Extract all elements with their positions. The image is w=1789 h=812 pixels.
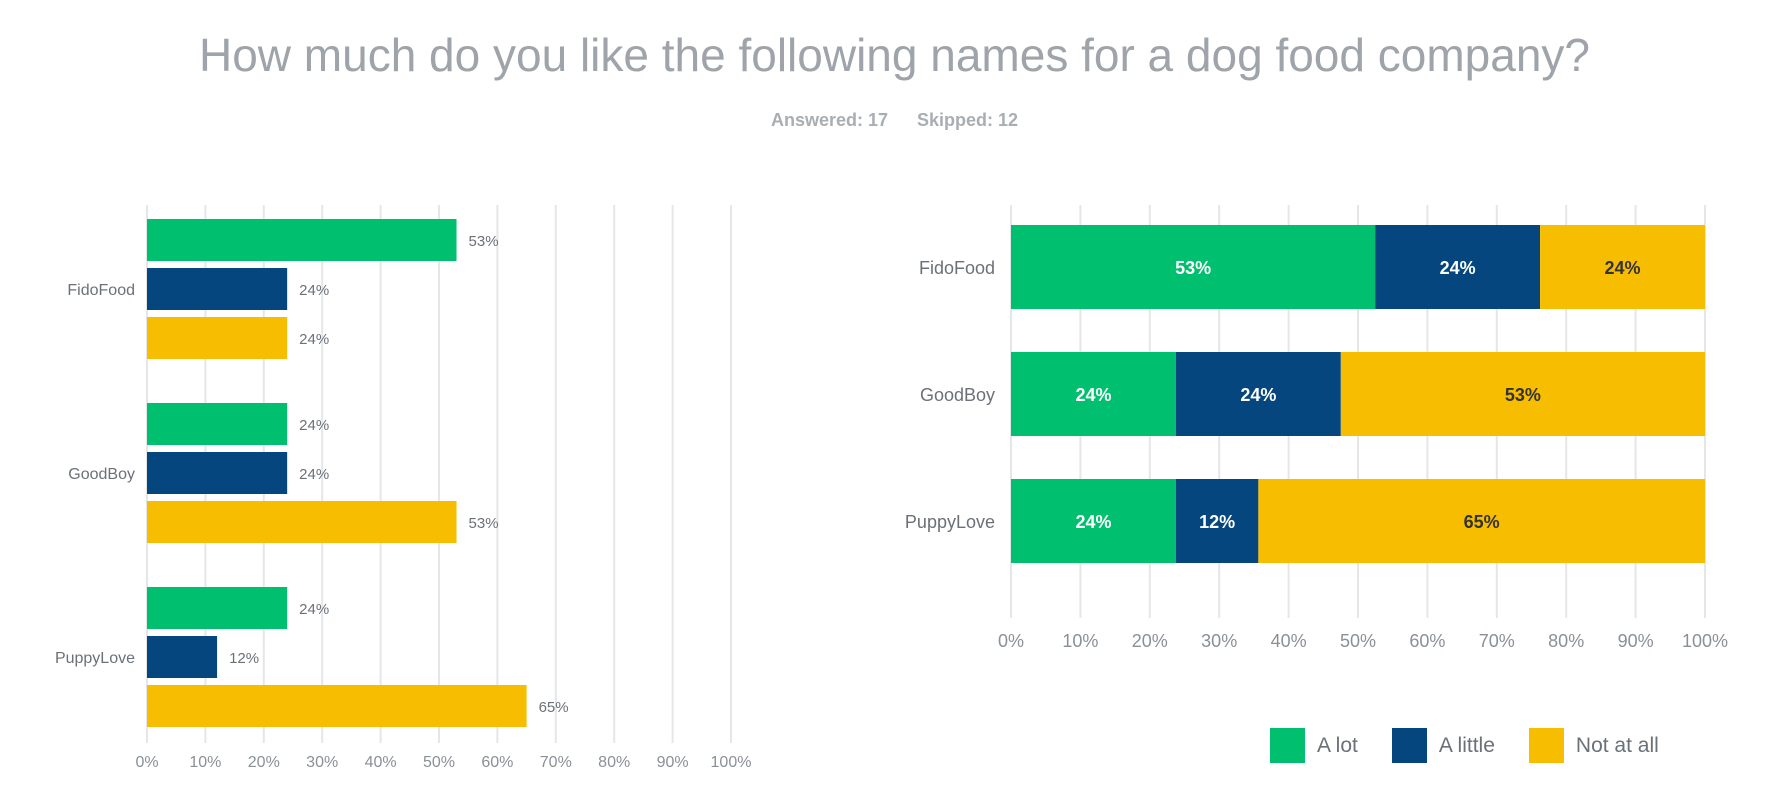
bar-a-lot [147,219,457,261]
answered-count: Answered: 17 [770,110,888,130]
category-label: PuppyLove [905,512,995,532]
segment-a-lot [1011,479,1176,563]
legend-swatch-a-lot [1270,728,1305,763]
bar-not-at-all [147,317,288,359]
data-label: 53% [469,233,499,250]
bar-a-little [147,268,288,310]
category-label: FidoFood [67,282,135,299]
legend-swatch-a-little [1391,728,1427,763]
bar-a-lot [147,403,288,445]
x-tick-label: 90% [1618,631,1654,651]
data-label: 12% [229,650,259,667]
x-tick-label: 30% [306,754,338,771]
data-label: 65% [1464,512,1500,532]
x-tick-label: 70% [1479,631,1515,651]
chart-title: How much do you like the following names… [198,29,1590,81]
data-label: 53% [469,515,499,532]
segment-not-at-all [1540,225,1705,309]
bar-a-lot [147,587,288,629]
x-tick-label: 60% [1409,631,1445,651]
category-label: PuppyLove [55,650,135,667]
category-label: FidoFood [919,258,995,278]
x-tick-label: 80% [598,754,630,771]
data-label: 24% [1440,258,1476,278]
x-tick-label: 0% [998,631,1024,651]
x-tick-label: 10% [189,754,221,771]
legend-item-a-little: A little [1391,728,1495,763]
x-tick-label: 100% [711,754,752,771]
legend-swatch-not-at-all [1528,728,1564,763]
segment-a-lot [1011,352,1176,436]
legend-label-not-at-all: Not at all [1575,733,1659,757]
data-label: 24% [299,601,329,618]
grouped-bar-chart: 0% 10% 20% 30% 40% 50% 60% 70% 80% 90% 100% FidoFoo… [55,205,752,771]
x-tick-label: 10% [1062,631,1098,651]
data-label: 53% [1505,385,1541,405]
legend-item-a-lot: A lot [1270,728,1358,763]
segment-a-lot [1011,225,1376,309]
segment-a-little [1375,225,1541,309]
legend-label-a-little: A little [1438,733,1495,757]
data-label: 24% [1240,385,1276,405]
data-label: 65% [539,699,569,716]
segment-a-little [1175,479,1259,563]
segment-not-at-all [1340,352,1705,436]
legend: A lot A little Not at all [1270,728,1659,763]
x-tick-label: 100% [1682,631,1728,651]
segment-not-at-all [1258,479,1705,563]
skipped-count: Skipped: 12 [917,110,1019,130]
x-tick-label: 40% [1271,631,1307,651]
response-stats: Answered: 17 Skipped: 12 [0,110,1789,131]
data-label: 24% [299,282,329,299]
data-label: 24% [1075,512,1111,532]
x-tick-label: 40% [365,754,397,771]
x-tick-label: 80% [1548,631,1584,651]
x-tick-label: 20% [248,754,280,771]
x-tick-label: 50% [1340,631,1376,651]
bar-not-at-all [147,501,457,543]
legend-label-a-lot: A lot [1317,733,1358,757]
bar-a-little [147,452,288,494]
data-label: 53% [1175,258,1211,278]
x-tick-label: 0% [135,754,158,771]
x-tick-label: 20% [1132,631,1168,651]
category-label: GoodBoy [920,385,995,405]
data-label: 24% [1605,258,1641,278]
x-tick-label: 50% [423,754,455,771]
segment-a-little [1175,352,1341,436]
stacked-bar-chart: 0% 10% 20% 30% 40% 50% 60% 70% 80% 90% 100% FidoFoo… [905,205,1728,651]
x-tick-label: 30% [1201,631,1237,651]
data-label: 24% [299,331,329,348]
data-label: 24% [299,466,329,483]
data-label: 24% [299,417,329,434]
legend-item-not-at-all: Not at all [1528,728,1659,763]
data-label: 24% [1075,385,1111,405]
x-tick-label: 90% [657,754,689,771]
category-label: GoodBoy [68,466,135,483]
bar-a-little [147,636,218,678]
x-tick-label: 60% [481,754,513,771]
data-label: 12% [1199,512,1235,532]
bar-not-at-all [147,685,527,727]
x-tick-label: 70% [540,754,572,771]
